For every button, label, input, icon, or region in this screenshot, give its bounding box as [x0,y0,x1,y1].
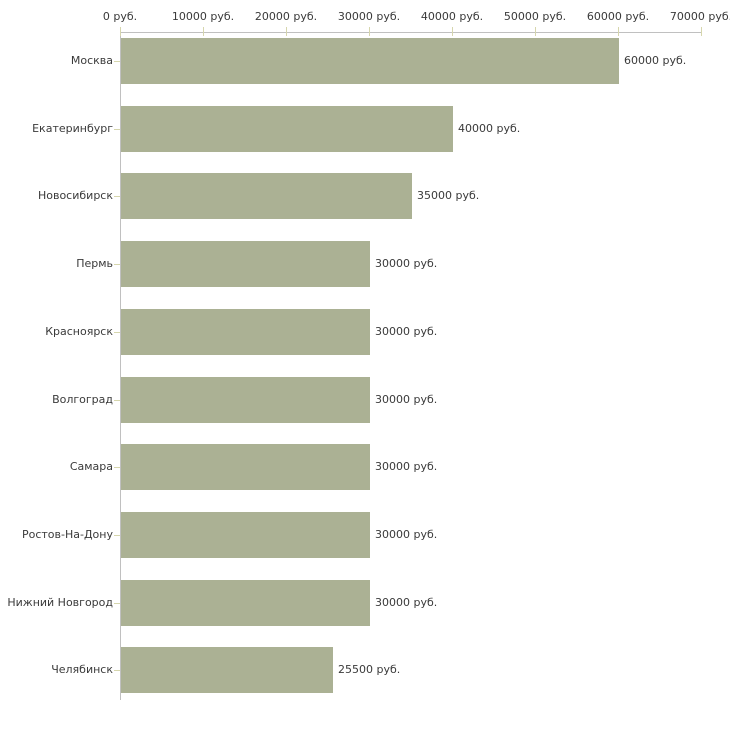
category-label: Волгоград [52,393,113,406]
category-label: Москва [70,54,113,67]
value-label: 40000 руб. [458,122,521,135]
value-label: 30000 руб. [375,528,438,541]
x-axis-tick-mark [369,27,370,36]
category-label: Красноярск [45,325,113,338]
value-label: 30000 руб. [375,257,438,270]
chart-bar [121,241,370,287]
category-label: Самара [69,460,113,473]
category-tick-mark [114,400,120,401]
x-axis-tick-mark [535,27,536,36]
category-tick-mark [114,603,120,604]
category-tick-mark [114,332,120,333]
x-axis-tick-mark [701,27,702,36]
category-label: Новосибирск [37,189,113,202]
chart-bar [121,512,370,558]
x-axis-line [120,32,702,33]
x-axis-tick-label: 40000 руб. [420,10,484,23]
category-label: Пермь [76,257,113,270]
category-label: Челябинск [51,663,113,676]
value-label: 30000 руб. [375,460,438,473]
x-axis-tick-mark [618,27,619,36]
x-axis-tick-mark [203,27,204,36]
category-tick-mark [114,61,120,62]
x-axis-tick-label: 70000 руб. [669,10,730,23]
category-tick-mark [114,196,120,197]
x-axis-tick-label: 60000 руб. [586,10,650,23]
chart-bar [121,106,453,152]
value-label: 25500 руб. [338,663,401,676]
x-axis-tick-label: 50000 руб. [503,10,567,23]
category-tick-mark [114,670,120,671]
value-label: 30000 руб. [375,596,438,609]
chart-bar [121,309,370,355]
y-axis-line [120,32,121,700]
category-label: Екатеринбург [32,122,113,135]
chart-bar [121,444,370,490]
x-axis-tick-mark [120,27,121,36]
x-axis-tick-label: 20000 руб. [254,10,318,23]
x-axis-tick-mark [286,27,287,36]
category-label: Ростов-На-Дону [21,528,113,541]
chart-bar [121,173,412,219]
category-tick-mark [114,129,120,130]
chart-bar [121,38,619,84]
category-tick-mark [114,264,120,265]
x-axis-tick-label: 10000 руб. [171,10,235,23]
chart-bar [121,377,370,423]
value-label: 30000 руб. [375,325,438,338]
category-label: Нижний Новгород [7,596,113,609]
chart-bar [121,647,333,693]
value-label: 30000 руб. [375,393,438,406]
chart-bar [121,580,370,626]
x-axis-tick-mark [452,27,453,36]
value-label: 35000 руб. [417,189,480,202]
category-tick-mark [114,535,120,536]
category-tick-mark [114,467,120,468]
value-label: 60000 руб. [624,54,687,67]
x-axis-tick-label: 0 руб. [102,10,138,23]
x-axis-tick-label: 30000 руб. [337,10,401,23]
